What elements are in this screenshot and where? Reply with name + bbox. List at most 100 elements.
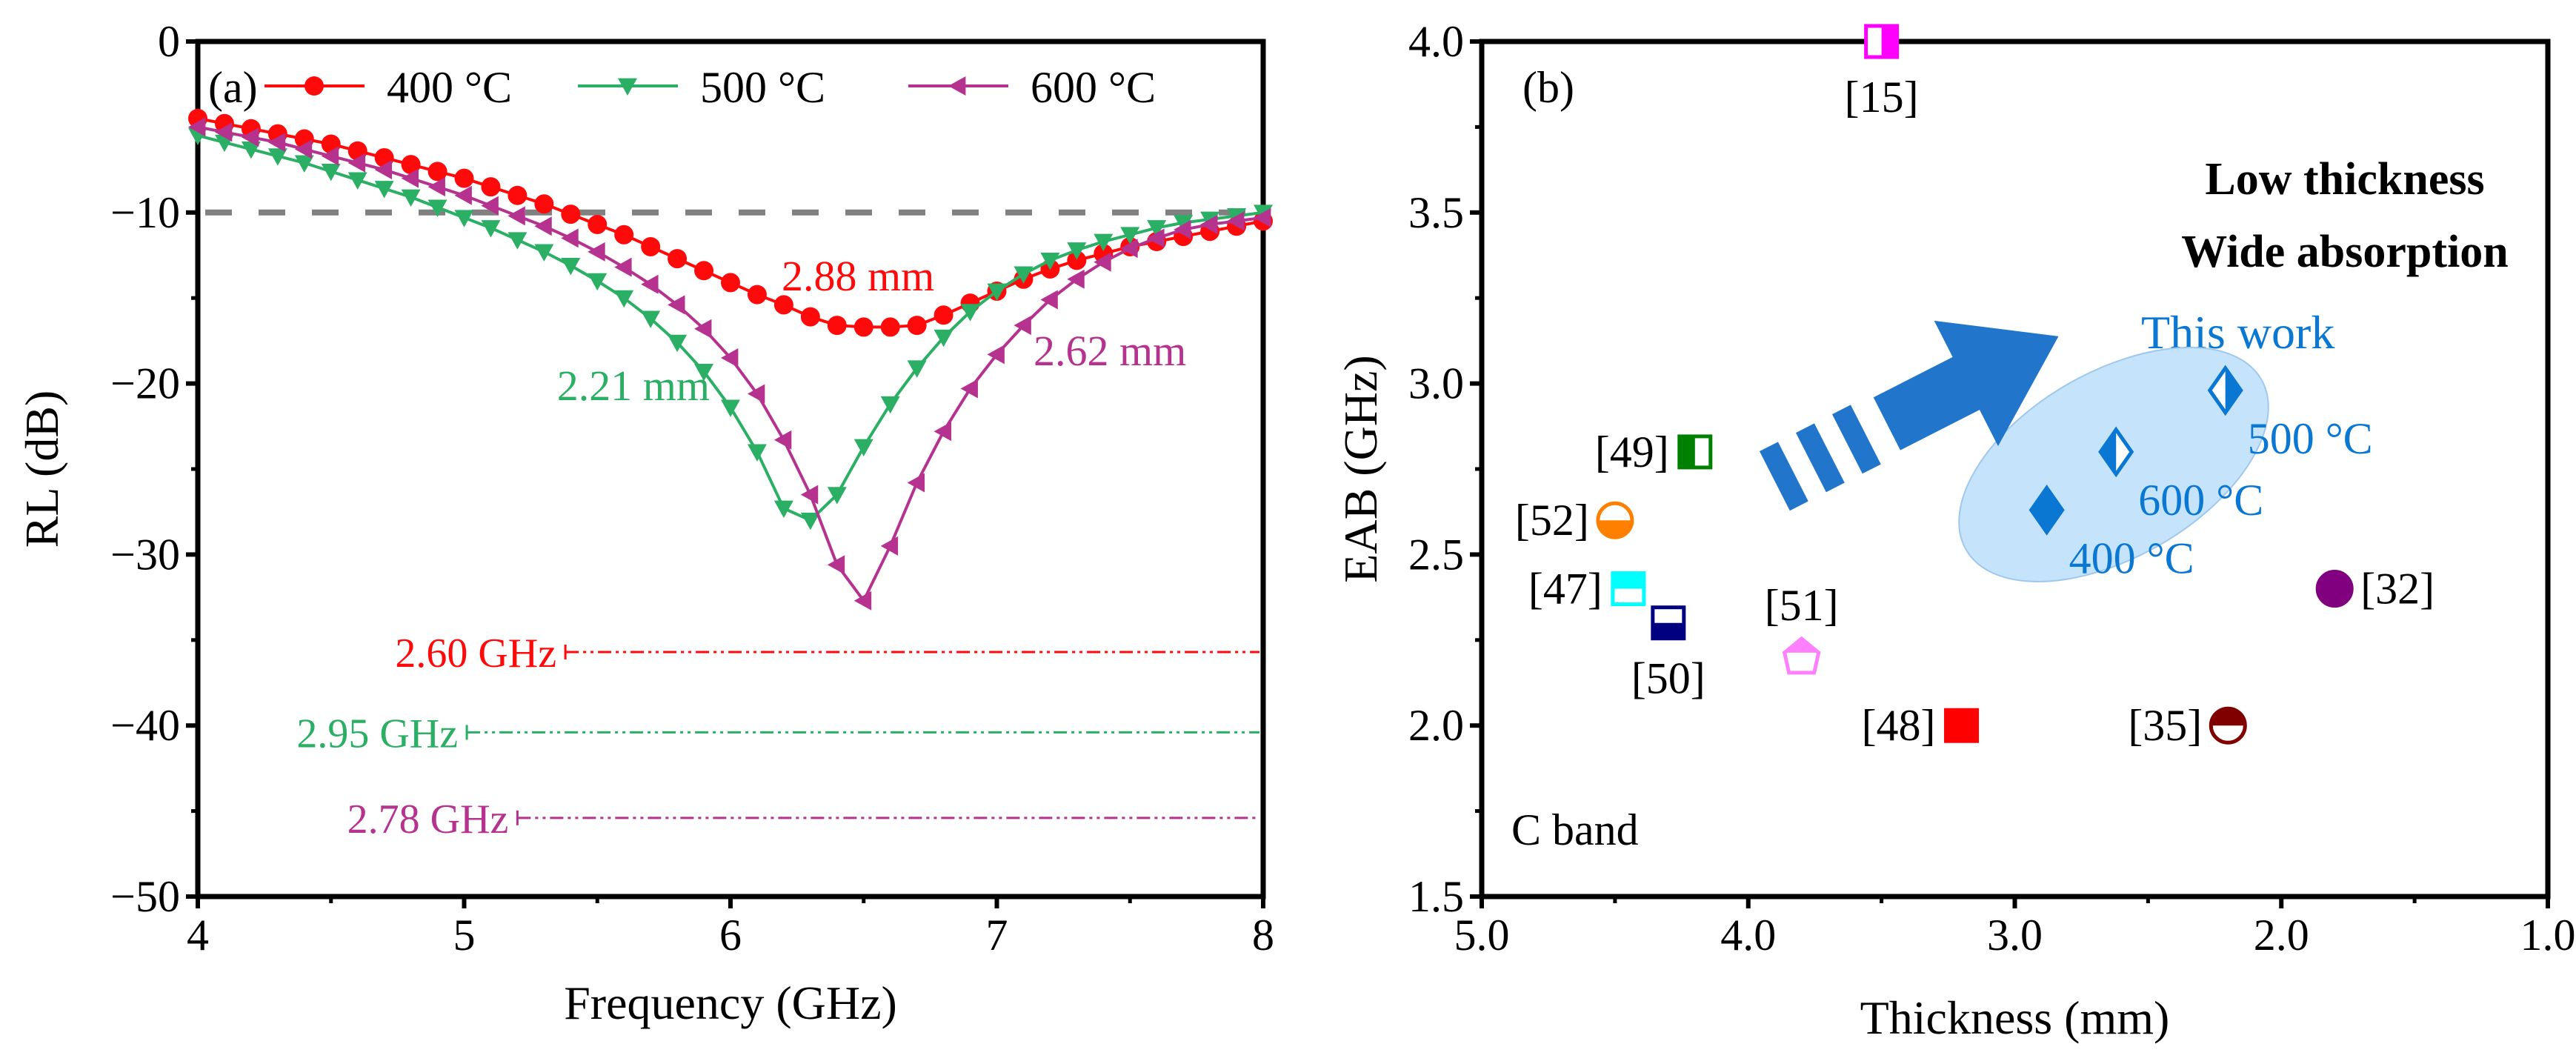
triangle-left-marker [1094, 252, 1111, 272]
triangle-down-marker [668, 334, 688, 353]
arrow-dash [1759, 442, 1808, 511]
triangle-left-marker [588, 242, 605, 262]
circle-marker [907, 316, 927, 336]
circle-marker [800, 307, 820, 327]
data-point-47: [47] [1528, 565, 1646, 614]
triangle-down-marker [880, 396, 900, 414]
x-tick-label: 3.0 [1987, 911, 2043, 960]
triangle-down-marker [827, 487, 847, 505]
data-point-32: [32] [2315, 565, 2434, 614]
triangle-left-marker [454, 185, 472, 205]
triangle-left-marker [1174, 219, 1191, 239]
data-point-label: 600 °C [2138, 476, 2263, 525]
plot-frame [195, 39, 1266, 900]
data-point-49: [49] [1595, 428, 1713, 476]
triangle-left-marker [641, 274, 659, 294]
data-point-label: [51] [1765, 581, 1839, 630]
marker-fill [1612, 573, 1644, 589]
triangle-down-marker [401, 189, 421, 207]
headline-wide-absorption: Wide absorption [2181, 227, 2509, 277]
marker-fill [2225, 368, 2241, 413]
data-point-label: [48] [1862, 701, 1936, 750]
arrow-head [1873, 320, 2059, 450]
panel-a-rl-chart: 4 5 6 7 8 0 −10 −20 −30 −40 −50 Frequency (GHz) RL (… [16, 17, 1274, 1029]
circle-marker [561, 205, 581, 225]
y-tick-label: 0 [158, 17, 180, 66]
circle-marker [454, 168, 474, 188]
triangle-down-marker [1120, 227, 1140, 245]
triangle-left-marker [668, 295, 685, 315]
triangle-down-marker [427, 199, 447, 217]
x-axis-title: Thickness (mm) [1860, 991, 2170, 1044]
circle-marker [668, 249, 688, 269]
series-600: 2.78 GHz 2.62 mm [188, 117, 1271, 842]
circle-marker [694, 261, 714, 281]
marker-fill [1784, 638, 1819, 653]
triangle-left-marker [960, 379, 978, 399]
data-point-label: 400 °C [2069, 533, 2194, 582]
triangle-left-marker [507, 206, 525, 226]
marker-fill [1652, 622, 1684, 639]
y-tick-label: 2.0 [1408, 701, 1464, 750]
circle-marker [304, 76, 324, 96]
data-point-label: [49] [1595, 428, 1669, 476]
triangle-left-marker [907, 473, 925, 493]
panel-b-eab-chart: 5.0 4.0 3.0 2.0 1.0 1.5 2.0 2.5 3.0 3.5 4.0 Thickne… [1334, 17, 2576, 1044]
triangle-left-marker [1014, 316, 1031, 336]
x-tick-label: 7 [986, 911, 1008, 960]
x-tick-label: 8 [1252, 911, 1274, 960]
x-tick-label: 2.0 [2254, 911, 2309, 960]
x-tick-label: 5.0 [1454, 911, 1510, 960]
triangle-down-marker [294, 155, 314, 173]
c-band-label: C band [1511, 805, 1639, 854]
marker-fill [1881, 26, 1897, 57]
arrow-dash [1795, 423, 1845, 493]
triangle-left-marker [534, 216, 552, 236]
triangle-left-marker [427, 177, 445, 197]
triangle-left-marker [721, 348, 739, 368]
triangle-left-marker [1120, 239, 1138, 259]
data-point-35: [35] [2128, 701, 2247, 750]
data-point-label: [32] [2360, 565, 2434, 614]
data-point-label: [47] [1528, 565, 1602, 614]
y-tick-label: 2.5 [1408, 530, 1464, 579]
triangle-down-marker [534, 244, 554, 262]
y-tick-label: −40 [110, 701, 180, 750]
triangle-left-marker [948, 76, 966, 96]
triangle-down-marker [618, 78, 637, 96]
triangle-left-marker [1067, 269, 1085, 289]
circle-marker [747, 285, 767, 305]
circle-marker [1067, 250, 1087, 270]
legend-item: 600 °C [908, 63, 1156, 112]
x-tick-label: 6 [719, 911, 742, 960]
triangle-left-marker [747, 384, 765, 404]
circle-marker [773, 295, 793, 315]
triangle-left-marker [267, 133, 286, 153]
data-point-label: 500 °C [2248, 414, 2373, 463]
triangle-down-marker [1040, 253, 1060, 270]
triangle-down-marker [321, 164, 341, 182]
triangle-down-marker [481, 220, 501, 238]
circle-marker [827, 316, 847, 336]
legend-item: 500 °C [578, 63, 825, 112]
data-point-500C: 500 °C [2207, 365, 2373, 463]
band-label: 2.60 GHz [395, 631, 556, 676]
triangle-down-marker [561, 257, 581, 276]
triangle-left-marker [1147, 228, 1165, 248]
triangle-left-marker [933, 422, 951, 442]
data-point-label: [15] [1845, 73, 1919, 122]
triangle-down-marker [1094, 233, 1114, 252]
data-point-label: [50] [1631, 654, 1705, 703]
triangle-down-marker [267, 148, 287, 166]
y-axis-title: EAB (GHz) [1334, 355, 1387, 582]
triangle-left-marker [294, 139, 313, 159]
triangle-down-marker [960, 304, 980, 322]
data-point-48: [48] [1862, 701, 1980, 750]
circle-marker [2315, 570, 2354, 608]
triangle-down-marker [588, 273, 608, 291]
triangle-left-marker [987, 345, 1005, 365]
y-tick-label: −50 [110, 872, 180, 921]
triangle-left-marker [188, 117, 206, 137]
triangle-down-marker [747, 444, 767, 462]
legend-item: 400 °C [264, 63, 512, 112]
